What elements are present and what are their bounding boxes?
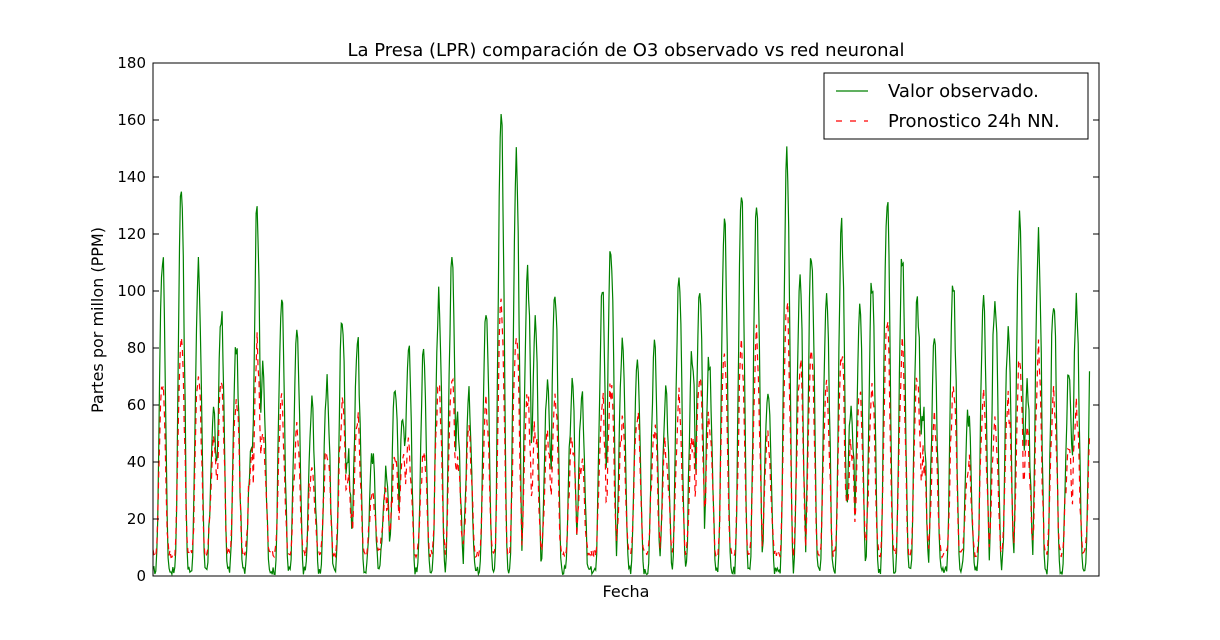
plot-area (152, 62, 1100, 577)
y-tick-label: 120 (117, 225, 146, 243)
y-tick-label: 60 (127, 396, 146, 414)
y-tick-label: 80 (127, 339, 146, 357)
series-line-forecast (153, 298, 1091, 560)
y-tick-label: 0 (136, 567, 146, 585)
legend-label: Valor observado. (888, 81, 1039, 102)
y-axis: 0 20 40 60 80 100 120 140 160 180 (117, 54, 1099, 585)
legend-label: Pronostico 24h NN. (888, 111, 1060, 132)
y-tick-label: 100 (117, 282, 146, 300)
x-axis-label: Fecha (603, 582, 650, 601)
chart-title: La Presa (LPR) comparación de O3 observa… (347, 40, 904, 61)
legend: Valor observado. Pronostico 24h NN. (823, 72, 1089, 140)
legend-box (823, 72, 1089, 140)
y-tick-label: 20 (127, 510, 146, 528)
y-tick-label: 180 (117, 54, 146, 72)
y-tick-label: 160 (117, 111, 146, 129)
plot-frame (152, 62, 1100, 577)
y-tick-label: 140 (117, 168, 146, 186)
series-line-observed (153, 113, 1091, 576)
y-axis-label: Partes por millon (PPM) (88, 227, 107, 413)
y-tick-label: 40 (127, 453, 146, 471)
